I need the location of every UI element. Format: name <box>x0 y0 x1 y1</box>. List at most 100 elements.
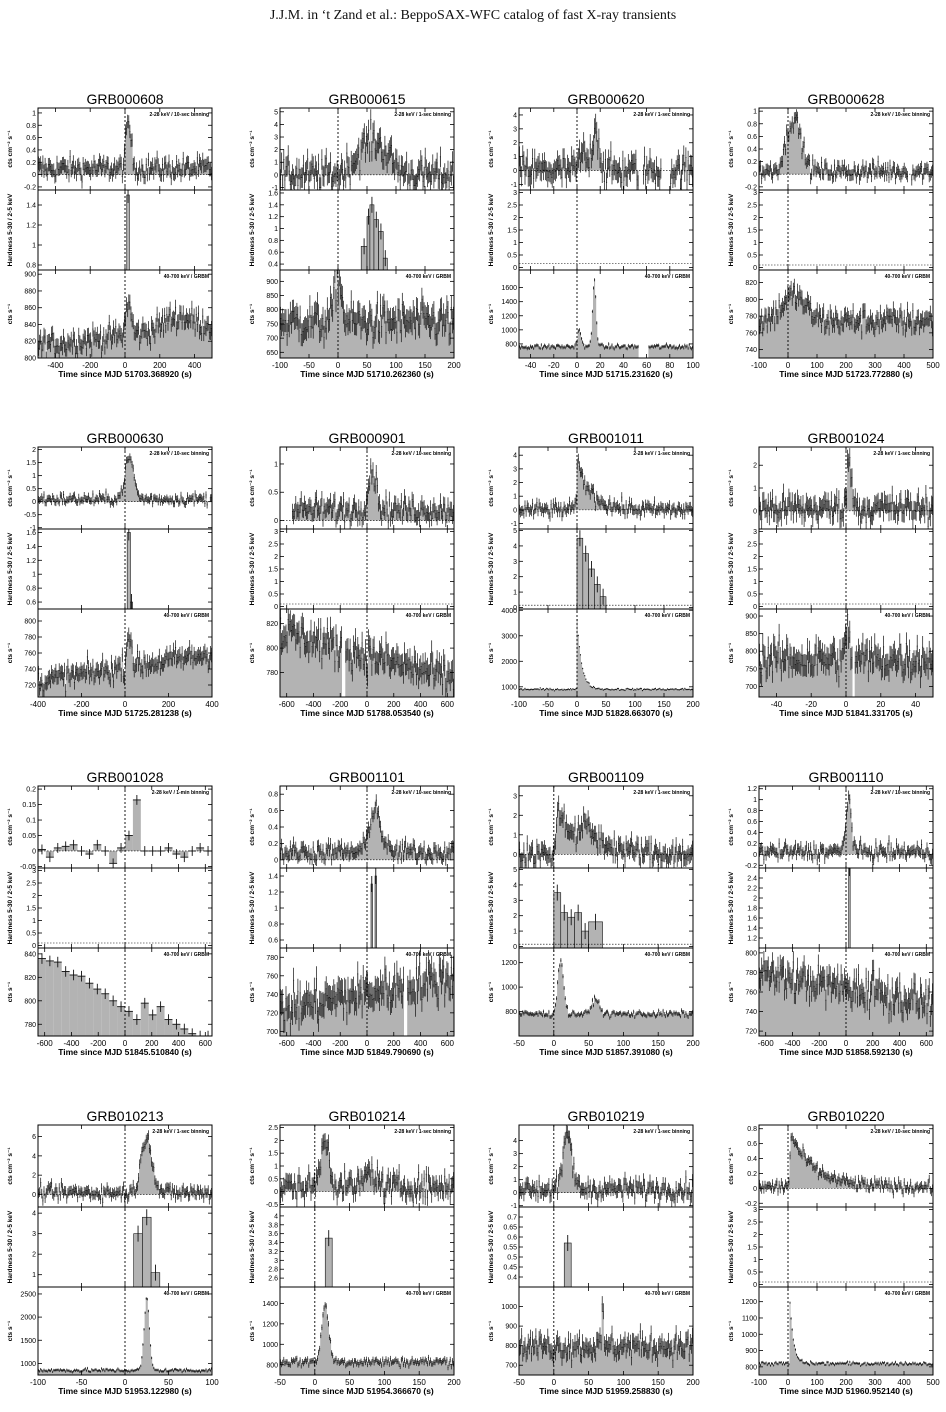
xtick-label: 0 <box>313 1378 318 1387</box>
top-panel-ytick-label: -0.2 <box>24 184 36 191</box>
mid-ylabel: Hardness 5-30 / 2-5 keV <box>728 1210 735 1283</box>
bottom-panel-line <box>759 609 933 689</box>
bottom-ylabel: cts s⁻¹ <box>728 1321 735 1341</box>
xtick-label: -200 <box>332 1039 349 1048</box>
top-panel-ytick-label: 1 <box>513 832 517 839</box>
grb-chart-GRB001024: GRB001024 0 1 2 2-28 keV / 1-sec binning 0 0.5… <box>728 430 934 718</box>
xtick-label: -100 <box>30 1378 47 1387</box>
top-panel-ytick-label: -0.2 <box>745 863 757 870</box>
top-panel-ytick-label: 3 <box>513 126 517 133</box>
mid-panel-ytick-label: 0.8 <box>26 586 36 593</box>
top-panel-ytick-label: 1 <box>32 110 36 117</box>
bottom-panel-fill <box>38 634 212 697</box>
mid-ylabel: Hardness 5-30 / 2-5 keV <box>7 871 14 944</box>
mid-ylabel: Hardness 5-30 / 2-5 keV <box>7 193 14 266</box>
energy-band-label: 2-28 keV / 1-sec binning <box>394 112 451 118</box>
xtick-label: -50 <box>513 1378 525 1387</box>
xtick-label: 0 <box>365 700 370 709</box>
gbm-band-label: 40-700 keV / GRBM <box>406 613 451 619</box>
energy-band-label: 2-28 keV / 10-sec binning <box>392 790 451 796</box>
bottom-panel-ytick-label: 850 <box>745 631 757 638</box>
mid-panel-bar <box>576 537 584 610</box>
bottom-panel-ytick-label: 900 <box>266 279 278 286</box>
gbm-band-label: 40-700 keV / GRBM <box>885 952 930 958</box>
top-panel-ytick-label: 0.4 <box>747 1156 757 1163</box>
bottom-panel-ytick-label: 900 <box>24 272 36 279</box>
xtick-label: 200 <box>387 1039 401 1048</box>
top-panel-ytick-label: 1.5 <box>268 1151 278 1158</box>
bottom-panel-bin <box>85 983 94 1036</box>
xtick-label: -400 <box>30 700 47 709</box>
mid-panel-ytick-label: 0.5 <box>747 253 757 260</box>
bottom-panel-ytick-label: 760 <box>745 990 757 997</box>
top-panel-ytick-label: 0 <box>274 857 278 864</box>
xtick-label: -100 <box>751 1378 768 1387</box>
grb-chart-GRB010219: GRB010219 -1 0 1 2 3 4 2-28 keV / 1-sec binning… <box>488 1108 700 1396</box>
gbm-band-label: 40-700 keV / GRBM <box>164 613 209 619</box>
bottom-panel-ytick-label: 780 <box>24 1022 36 1029</box>
bottom-panel-ytick-label: 700 <box>266 1029 278 1036</box>
top-panel-ytick-label: 0.8 <box>268 792 278 799</box>
top-panel-bin <box>109 850 118 864</box>
top-ylabel: cts cm⁻² s⁻¹ <box>728 469 735 506</box>
top-panel-line <box>759 1132 933 1199</box>
bottom-panel-line <box>280 950 454 1036</box>
xtick-label: -600 <box>279 1039 296 1048</box>
bottom-panel-ytick-label: 1200 <box>262 1321 278 1328</box>
bottom-panel-ytick-label: 750 <box>266 321 278 328</box>
mid-panel-ytick-label: 0.55 <box>503 1245 517 1252</box>
chart-title: GRB000630 <box>86 430 163 446</box>
mid-panel-ytick-label: 3.2 <box>268 1249 278 1256</box>
top-panel-ytick-label: -0.2 <box>745 1201 757 1208</box>
xtick-label: 600 <box>199 1039 213 1048</box>
gbm-band-label: 40-700 keV / GRBM <box>885 274 930 280</box>
xtick-label: 400 <box>172 1039 186 1048</box>
xlabel: Time since MJD 51858.592130 (s) <box>779 1047 913 1057</box>
top-panel-ytick-label: -0.5 <box>266 1202 278 1209</box>
mid-panel-ytick-label: 3 <box>753 1207 757 1214</box>
bottom-panel-ytick-label: 800 <box>24 356 36 363</box>
xlabel: Time since MJD 51715.231620 (s) <box>539 369 673 379</box>
xtick-label: 0 <box>575 361 580 370</box>
xtick-label: 200 <box>839 361 853 370</box>
chart-title: GRB001024 <box>807 430 884 446</box>
grb-chart-GRB000615: GRB000615 -1 0 1 2 3 4 5 2-28 keV / 1-sec binnin… <box>249 91 461 379</box>
xtick-label: -50 <box>303 361 315 370</box>
top-panel-ytick-label: 0.6 <box>268 808 278 815</box>
mid-panel-ytick-label: 2 <box>513 574 517 581</box>
mid-ylabel: Hardness 5-30 / 2-5 keV <box>249 1210 256 1283</box>
bottom-panel-bin <box>61 971 70 1036</box>
chart-title: GRB010219 <box>567 1108 644 1124</box>
mid-panel-ytick-label: 2.6 <box>268 1276 278 1283</box>
mid-panel-ytick-label: 5 <box>513 528 517 535</box>
xtick-label: -400 <box>784 1039 801 1048</box>
xtick-label: 20 <box>596 361 605 370</box>
gbm-band-label: 40-700 keV / GRBM <box>885 613 930 619</box>
mid-ylabel: Hardness 5-30 / 2-5 keV <box>728 193 735 266</box>
top-panel-ytick-label: 0 <box>32 1192 36 1199</box>
top-panel-line <box>280 1133 454 1207</box>
mid-panel-ytick-label: 0.8 <box>26 263 36 270</box>
gbm-band-label: 40-700 keV / GRBM <box>885 1291 930 1297</box>
top-panel-fill <box>519 803 693 866</box>
chart-title: GRB000620 <box>567 91 644 107</box>
xtick-label: 50 <box>164 1378 173 1387</box>
mid-panel-ytick-label: 1.2 <box>26 558 36 565</box>
top-panel-ytick-label: 0.2 <box>268 841 278 848</box>
top-panel-ytick-label: 0 <box>274 172 278 179</box>
top-panel-line <box>292 458 454 529</box>
top-panel-ytick-label: 1 <box>32 473 36 480</box>
bottom-panel-line <box>759 1301 933 1367</box>
bottom-panel-ytick-label: 900 <box>505 1324 517 1331</box>
energy-band-label: 2-28 keV / 1-sec binning <box>152 1129 209 1135</box>
mid-panel-bar <box>370 883 373 949</box>
top-panel-ytick-label: 0.2 <box>747 159 757 166</box>
bottom-panel-fill <box>280 618 454 697</box>
bottom-panel-fill <box>519 1304 693 1375</box>
top-panel-ytick-label: 2 <box>513 813 517 820</box>
bottom-panel-ytick-label: 1100 <box>742 1315 757 1322</box>
xtick-label: 100 <box>617 1378 631 1387</box>
mid-panel-ytick-label: 1 <box>32 572 36 579</box>
mid-panel-ytick-label: 0.5 <box>268 592 278 599</box>
top-ylabel: cts cm⁻² s⁻¹ <box>249 1147 256 1184</box>
